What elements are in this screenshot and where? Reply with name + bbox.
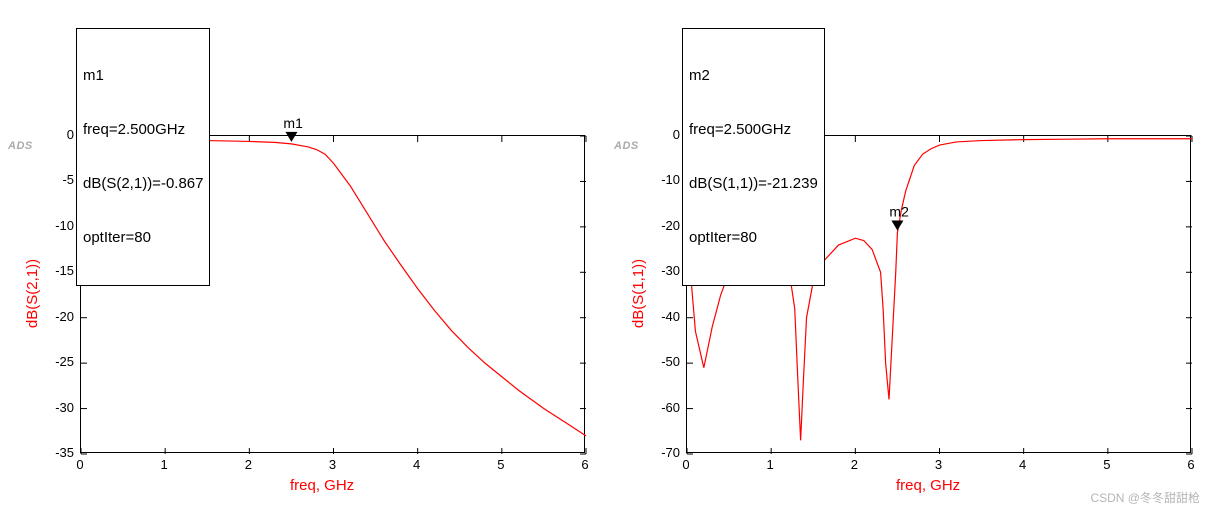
ytick-label: 0	[44, 127, 74, 142]
marker-box-line: dB(S(2,1))=-0.867	[83, 175, 203, 193]
ytick-label: -10	[44, 218, 74, 233]
marker-box-line: freq=2.500GHz	[689, 121, 818, 139]
yaxis-label-right: dB(S(1,1))	[630, 259, 647, 328]
marker-box-line: optIter=80	[689, 229, 818, 247]
marker-box-line: m1	[83, 67, 203, 85]
ytick-label: -50	[650, 354, 680, 369]
marker-name-label: m2	[889, 203, 909, 219]
ads-watermark-left: ADS	[8, 140, 33, 152]
ads-watermark-right: ADS	[614, 140, 639, 152]
xtick-label: 0	[70, 457, 90, 472]
ytick-label: -5	[44, 172, 74, 187]
ytick-label: -25	[44, 354, 74, 369]
figure-container: ADS dB(S(2,1)) freq, GHz m1 freq=2.500GH…	[0, 0, 1212, 512]
marker-box-line: freq=2.500GHz	[83, 121, 203, 139]
csdn-watermark: CSDN @冬冬甜甜枪	[1090, 489, 1200, 506]
ytick-label: -30	[44, 400, 74, 415]
ytick-label: -20	[44, 309, 74, 324]
panel-right: ADS dB(S(1,1)) freq, GHz m2 freq=2.500GH…	[606, 0, 1212, 512]
xtick-label: 5	[491, 457, 511, 472]
marker-triangle-icon	[891, 220, 903, 230]
xaxis-label-left: freq, GHz	[290, 477, 354, 494]
xtick-label: 5	[1097, 457, 1117, 472]
marker-name-label: m1	[283, 115, 303, 131]
xtick-label: 2	[844, 457, 864, 472]
xtick-label: 4	[407, 457, 427, 472]
marker-triangle-icon	[285, 132, 297, 142]
marker-box-left: m1 freq=2.500GHz dB(S(2,1))=-0.867 optIt…	[76, 28, 210, 286]
ytick-label: -40	[650, 309, 680, 324]
ytick-label: -30	[650, 263, 680, 278]
xtick-label: 6	[575, 457, 595, 472]
yaxis-label-left: dB(S(2,1))	[24, 259, 41, 328]
ytick-label: -60	[650, 400, 680, 415]
panel-left: ADS dB(S(2,1)) freq, GHz m1 freq=2.500GH…	[0, 0, 606, 512]
xaxis-label-right: freq, GHz	[896, 477, 960, 494]
ytick-label: -10	[650, 172, 680, 187]
xtick-label: 3	[929, 457, 949, 472]
xtick-label: 6	[1181, 457, 1201, 472]
xtick-label: 0	[676, 457, 696, 472]
marker-box-line: m2	[689, 67, 818, 85]
ytick-label: -20	[650, 218, 680, 233]
xtick-label: 4	[1013, 457, 1033, 472]
xtick-label: 2	[238, 457, 258, 472]
marker-box-right: m2 freq=2.500GHz dB(S(1,1))=-21.239 optI…	[682, 28, 825, 286]
ytick-label: -15	[44, 263, 74, 278]
marker-box-line: dB(S(1,1))=-21.239	[689, 175, 818, 193]
xtick-label: 1	[760, 457, 780, 472]
xtick-label: 3	[323, 457, 343, 472]
ytick-label: 0	[650, 127, 680, 142]
xtick-label: 1	[154, 457, 174, 472]
marker-box-line: optIter=80	[83, 229, 203, 247]
